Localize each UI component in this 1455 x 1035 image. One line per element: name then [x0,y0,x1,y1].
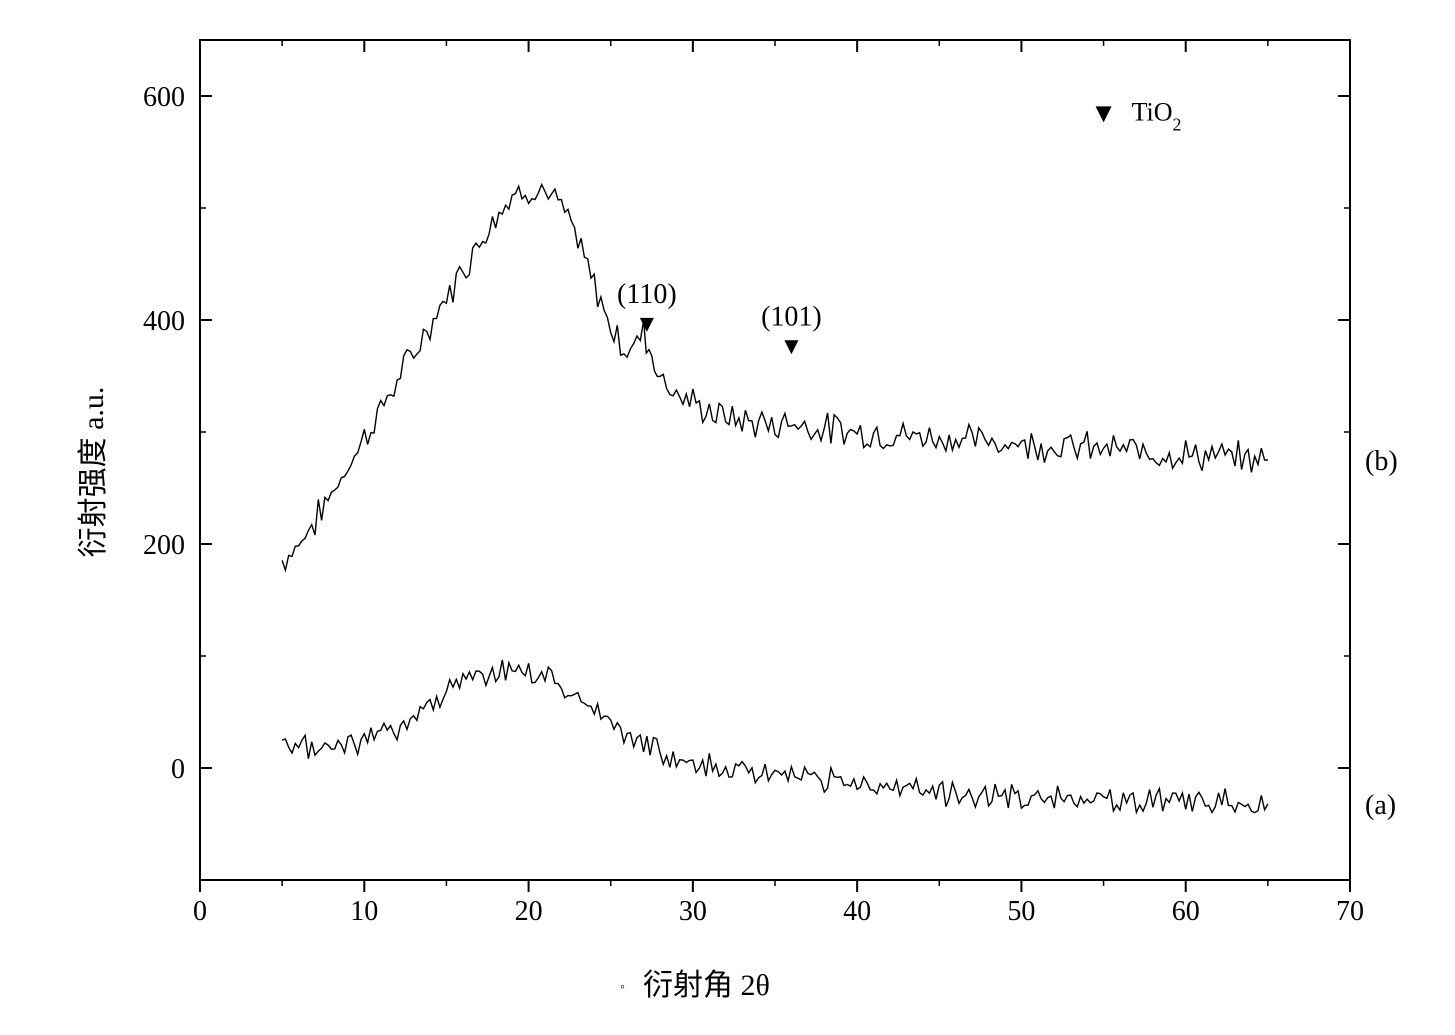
chart-svg: 0 10 20 30 40 50 60 70 0 200 400 600 (a) (b) (110) (101… [0,0,1455,1035]
series-a-label: (a) [1365,790,1396,821]
x-tick-label: 60 [1172,896,1200,927]
series-b-label: (b) [1365,446,1398,477]
x-tick-label: 0 [193,896,207,927]
y-axis-label: 衍射强度 a.u. [68,342,112,602]
series-b [282,185,1268,571]
xrd-chart: 0 10 20 30 40 50 60 70 0 200 400 600 (a) (b) (110) (101… [0,0,1455,1035]
x-tick-label: 20 [515,896,543,927]
legend-marker-icon [1096,106,1112,122]
x-axis-label: ◦衍射角 2θ [620,960,770,1004]
y-tick-label: 200 [143,530,185,561]
peak-marker-icon [784,340,798,354]
series-a [282,660,1268,813]
x-tick-label: 50 [1007,896,1035,927]
y-tick-label: 400 [143,306,185,337]
y-tick-label: 0 [171,754,185,785]
x-tick-label: 30 [679,896,707,927]
x-tick-label: 40 [843,896,871,927]
y-tick-label: 600 [143,82,185,113]
legend-text: TiO2 [1132,97,1182,134]
peak-label: (101) [761,302,822,333]
x-tick-label: 10 [350,896,378,927]
peak-label: (110) [617,279,677,310]
x-tick-label: 70 [1336,896,1364,927]
